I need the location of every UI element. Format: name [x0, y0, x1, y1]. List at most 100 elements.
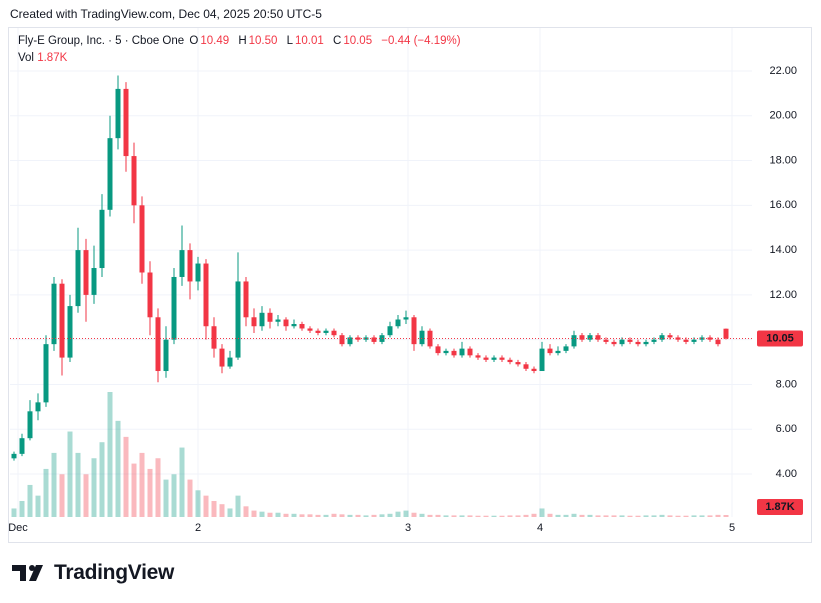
volume-bar	[667, 515, 673, 517]
candle-body	[691, 339, 697, 342]
volume-bar	[307, 514, 313, 517]
candle-body	[555, 350, 561, 354]
brand-name: TradingView	[54, 561, 175, 584]
volume-box	[757, 499, 803, 515]
volume-bar	[227, 508, 233, 517]
volume-legend: Vol 1.87K	[18, 52, 67, 64]
candle-body	[563, 346, 569, 351]
volume-bar	[91, 458, 97, 517]
candle-body	[51, 283, 57, 345]
brand-logo	[12, 565, 43, 581]
volume-bar	[51, 452, 57, 517]
ohlc-key: C	[333, 35, 342, 47]
volume-bar	[291, 513, 297, 517]
volume-bar	[531, 513, 537, 517]
volume-bar	[123, 436, 129, 517]
volume-bar	[427, 514, 433, 517]
volume-bar	[395, 511, 401, 517]
volume-bar	[571, 513, 577, 517]
candle-body	[235, 281, 241, 358]
candle-body	[419, 330, 425, 345]
candle-body	[571, 335, 577, 347]
volume-bar	[155, 458, 161, 517]
volume-bar	[643, 515, 649, 517]
candle-body	[171, 276, 177, 340]
candle-body	[267, 312, 273, 322]
x-tick-label: Dec	[8, 522, 28, 534]
candle-body	[491, 357, 497, 360]
volume-value: 1.87K	[37, 52, 68, 64]
volume-bar	[651, 515, 657, 517]
volume-label: 1.87K	[765, 501, 794, 513]
volume-bar	[251, 510, 257, 517]
volume-bar	[683, 515, 689, 517]
candle-body	[595, 335, 601, 340]
volume-bar	[355, 514, 361, 517]
candle-body	[243, 281, 249, 318]
volume-bar	[723, 515, 729, 517]
candle-body	[179, 250, 185, 277]
candle-body	[715, 339, 721, 345]
volume-bar	[563, 514, 569, 517]
candle-body	[75, 250, 81, 307]
candle-body	[531, 368, 537, 372]
volume-bar	[523, 514, 529, 517]
candle-body	[611, 341, 617, 345]
volume-bar	[331, 513, 337, 517]
candle-body	[451, 350, 457, 356]
volume-bar	[371, 514, 377, 517]
volume-bar	[131, 463, 137, 517]
y-tick-label: 4.00	[776, 468, 797, 480]
legend: Fly-E Group, Inc. · 5 · Cboe One O 10.49 …	[18, 35, 467, 47]
candle-body	[195, 263, 201, 282]
candle-body	[411, 317, 417, 345]
candle-body	[635, 341, 641, 345]
candle-body	[651, 339, 657, 342]
volume-bar	[27, 484, 33, 517]
candle-body	[107, 138, 113, 210]
volume-bar	[691, 515, 697, 517]
volume-bar	[195, 490, 201, 517]
candle-body	[67, 306, 73, 358]
candle-body	[387, 326, 393, 336]
volume-bar	[411, 512, 417, 517]
candle-body	[19, 438, 25, 454]
volume-bar	[547, 513, 553, 517]
candle-body	[579, 335, 585, 340]
candle-body	[11, 453, 17, 459]
volume-bar	[627, 515, 633, 517]
candle-body	[347, 337, 353, 345]
candle-body	[659, 335, 665, 340]
volume-bar	[35, 495, 41, 517]
candle-body	[475, 355, 481, 358]
volume-bar	[467, 515, 473, 517]
volume-bar	[419, 513, 425, 517]
volume-bar	[203, 495, 209, 517]
volume-bar	[699, 515, 705, 517]
volume-bar	[451, 515, 457, 517]
volume-bar	[675, 515, 681, 517]
volume-bar	[219, 504, 225, 517]
candle-body	[467, 348, 473, 356]
volume-bar	[19, 500, 25, 517]
y-tick-label: 20.00	[769, 110, 797, 122]
candle-body	[683, 339, 689, 342]
ohlc-key: H	[238, 35, 247, 47]
candle-body	[507, 359, 513, 363]
candle-body	[603, 339, 609, 342]
volume-bar	[507, 515, 513, 517]
volume-bar	[347, 514, 353, 517]
candle-body	[499, 357, 505, 360]
volume-bar	[715, 514, 721, 517]
candle-body	[547, 348, 553, 354]
candle-body	[523, 364, 529, 369]
candle-body	[291, 323, 297, 327]
candle-body	[339, 335, 345, 345]
last-price-label: 10.05	[766, 332, 794, 344]
change: −0.44 (−4.19%)	[381, 35, 461, 47]
header: Created with TradingView.com, Dec 04, 20…	[10, 7, 322, 21]
volume-bar	[323, 514, 329, 517]
x-tick-label: 5	[729, 522, 735, 534]
candle-body	[59, 283, 65, 358]
